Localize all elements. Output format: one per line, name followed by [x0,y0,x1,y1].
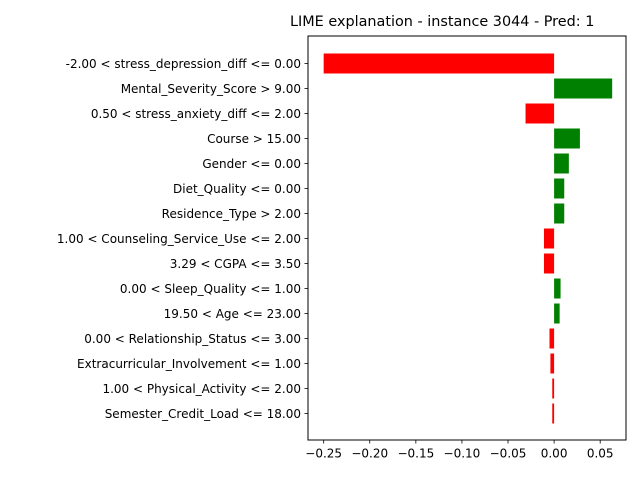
y-tick-label: 19.50 < Age <= 23.00 [164,307,301,321]
x-tick-label: −0.05 [490,447,527,461]
bar [323,53,555,74]
y-tick-label: Gender <= 0.00 [202,157,301,171]
bar [554,203,565,224]
bar [554,153,569,174]
x-tick-label: 0.05 [587,447,614,461]
x-tick-label: −0.20 [351,447,388,461]
bar [554,303,560,324]
y-tick-label: Residence_Type > 2.00 [162,207,301,221]
y-tick-label: 3.29 < CGPA <= 3.50 [170,257,301,271]
bar [554,278,561,299]
y-tick-label: Semester_Credit_Load <= 18.00 [105,407,301,421]
y-tick-label: 0.00 < Sleep_Quality <= 1.00 [120,282,301,296]
y-tick-label: Diet_Quality <= 0.00 [173,182,301,196]
x-tick-label: −0.25 [305,447,342,461]
x-tick-label: −0.10 [444,447,481,461]
axes-frame [307,35,627,441]
bar [552,378,555,399]
bar [549,328,555,349]
y-tick-label: Course > 15.00 [207,132,301,146]
bar [543,253,555,274]
bar [550,353,555,374]
bar [552,403,555,424]
y-tick-label: 0.50 < stress_anxiety_diff <= 2.00 [91,107,301,121]
y-tick-label: 0.00 < Relationship_Status <= 3.00 [84,332,301,346]
y-tick-label: Extracurricular_Involvement <= 1.00 [77,357,301,371]
bar [525,103,555,124]
bar [543,228,555,249]
x-tick-label: −0.15 [397,447,434,461]
chart-title: LIME explanation - instance 3044 - Pred:… [290,14,594,30]
bar [554,128,580,149]
x-ticks: −0.25 −0.20 −0.15 −0.10 −0.05 0.00 0.05 [305,440,614,461]
y-tick-label: -2.00 < stress_depression_diff <= 0.00 [66,57,301,71]
y-tick-labels: -2.00 < stress_depression_diff <= 0.00 Me… [57,57,308,421]
bar [554,78,613,99]
y-tick-label: 1.00 < Physical_Activity <= 2.00 [102,382,301,396]
bar [554,178,565,199]
bars-group [323,53,613,424]
y-tick-label: 1.00 < Counseling_Service_Use <= 2.00 [57,232,301,246]
y-tick-label: Mental_Severity_Score > 9.00 [121,82,301,96]
x-tick-label: 0.00 [541,447,568,461]
